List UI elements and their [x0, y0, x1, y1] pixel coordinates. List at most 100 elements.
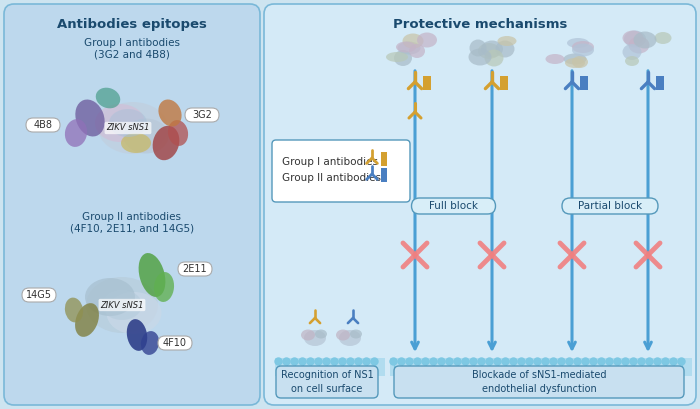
Circle shape [614, 358, 621, 365]
Circle shape [371, 358, 378, 365]
Text: Protective mechanisms: Protective mechanisms [393, 18, 567, 31]
Circle shape [454, 358, 461, 365]
Ellipse shape [654, 32, 671, 44]
Ellipse shape [496, 40, 514, 58]
Circle shape [622, 358, 629, 365]
Ellipse shape [127, 319, 147, 351]
Circle shape [550, 358, 557, 365]
Bar [500, 76, 508, 90]
Circle shape [307, 358, 314, 365]
Circle shape [446, 358, 453, 365]
Circle shape [606, 358, 613, 365]
Circle shape [355, 358, 362, 365]
Ellipse shape [634, 31, 657, 49]
Bar [390, 358, 692, 376]
Ellipse shape [498, 36, 517, 46]
Ellipse shape [545, 54, 564, 64]
Text: Group II antibodies
(4F10, 2E11, and 14G5): Group II antibodies (4F10, 2E11, and 14G… [70, 212, 194, 234]
Text: Full block: Full block [429, 201, 478, 211]
Ellipse shape [468, 49, 491, 65]
Text: Partial block: Partial block [578, 201, 642, 211]
Ellipse shape [567, 38, 589, 48]
Bar [381, 168, 387, 182]
Circle shape [323, 358, 330, 365]
Ellipse shape [121, 133, 151, 153]
Bar [275, 358, 385, 376]
Circle shape [558, 358, 565, 365]
Ellipse shape [158, 99, 181, 126]
FancyBboxPatch shape [276, 366, 378, 398]
Circle shape [299, 358, 306, 365]
Circle shape [398, 358, 405, 365]
Circle shape [518, 358, 525, 365]
Ellipse shape [481, 40, 503, 58]
Circle shape [678, 358, 685, 365]
Ellipse shape [625, 56, 639, 66]
Text: Group II antibodies: Group II antibodies [282, 173, 381, 183]
Circle shape [590, 358, 597, 365]
Ellipse shape [96, 88, 120, 108]
Circle shape [406, 358, 413, 365]
FancyBboxPatch shape [178, 262, 212, 276]
Ellipse shape [65, 119, 87, 147]
Ellipse shape [470, 40, 486, 56]
Ellipse shape [106, 292, 162, 334]
Ellipse shape [98, 102, 168, 154]
Ellipse shape [622, 44, 641, 60]
Ellipse shape [572, 43, 594, 56]
Bar [381, 152, 387, 166]
Text: Recognition of NS1
on cell surface: Recognition of NS1 on cell surface [281, 371, 373, 393]
Circle shape [315, 358, 322, 365]
Ellipse shape [572, 41, 594, 53]
Ellipse shape [339, 330, 361, 346]
Ellipse shape [629, 36, 650, 54]
Ellipse shape [386, 52, 408, 62]
Ellipse shape [139, 253, 165, 297]
Circle shape [670, 358, 677, 365]
Ellipse shape [572, 56, 588, 68]
Ellipse shape [95, 104, 145, 142]
Text: Blockade of sNS1-mediated
endothelial dysfunction: Blockade of sNS1-mediated endothelial dy… [472, 371, 606, 393]
Circle shape [526, 358, 533, 365]
Circle shape [291, 358, 298, 365]
Ellipse shape [398, 41, 421, 54]
Ellipse shape [168, 120, 188, 146]
Text: Group I antibodies
(3G2 and 4B8): Group I antibodies (3G2 and 4B8) [84, 38, 180, 60]
Ellipse shape [154, 272, 174, 302]
Ellipse shape [102, 290, 142, 320]
FancyBboxPatch shape [394, 366, 684, 398]
Ellipse shape [402, 34, 423, 49]
FancyBboxPatch shape [562, 198, 658, 214]
FancyBboxPatch shape [158, 336, 192, 350]
Circle shape [462, 358, 469, 365]
Circle shape [478, 358, 485, 365]
Circle shape [646, 358, 653, 365]
Circle shape [275, 358, 282, 365]
Ellipse shape [394, 50, 412, 66]
FancyBboxPatch shape [412, 198, 496, 214]
Ellipse shape [65, 298, 83, 322]
Text: ZIKV sNS1: ZIKV sNS1 [106, 124, 150, 133]
Circle shape [502, 358, 509, 365]
Bar [424, 76, 430, 90]
Ellipse shape [304, 330, 326, 346]
FancyBboxPatch shape [264, 4, 696, 405]
Ellipse shape [85, 278, 135, 316]
Ellipse shape [484, 49, 503, 67]
FancyBboxPatch shape [22, 288, 56, 302]
Circle shape [638, 358, 645, 365]
FancyBboxPatch shape [26, 118, 60, 132]
Circle shape [534, 358, 541, 365]
Text: Antibodies epitopes: Antibodies epitopes [57, 18, 207, 31]
Ellipse shape [86, 277, 158, 333]
Circle shape [486, 358, 493, 365]
Circle shape [347, 358, 354, 365]
Text: 4F10: 4F10 [163, 338, 187, 348]
Circle shape [510, 358, 517, 365]
Circle shape [430, 358, 437, 365]
Circle shape [542, 358, 549, 365]
Circle shape [438, 358, 445, 365]
Ellipse shape [315, 330, 327, 339]
Circle shape [331, 358, 338, 365]
Ellipse shape [409, 44, 425, 58]
